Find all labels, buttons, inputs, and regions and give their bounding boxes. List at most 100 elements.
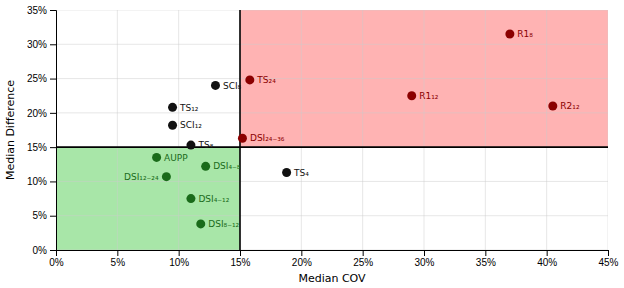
grid-line-x <box>546 10 547 250</box>
y-axis-line <box>50 11 57 251</box>
point <box>211 81 220 90</box>
y-tick: 10% <box>27 176 56 187</box>
point <box>196 219 205 228</box>
point-label: TS₂₄ <box>256 75 276 85</box>
x-tick-mark <box>301 250 302 256</box>
grid-line-y <box>56 215 608 216</box>
point-label: DSI₁₂₋₂₄ <box>124 172 159 182</box>
threshold-x <box>239 10 241 250</box>
points <box>152 30 557 229</box>
grid-line-x <box>178 10 179 250</box>
x-axis-title: Median COV <box>298 272 366 285</box>
y-tick-label: 5% <box>33 210 48 221</box>
grid-line-x <box>424 10 425 250</box>
point-label: SCI₈ <box>223 81 242 91</box>
x-tick-mark <box>485 250 486 256</box>
y-tick: 15% <box>27 142 56 153</box>
point-label: DSI₈₋₁₂ <box>208 219 239 229</box>
point <box>186 141 195 150</box>
chart: 0% 5% 10% 15% 20% 25% 30% 35% 40% 45% 0% 5% 10% 15% 20… <box>0 0 624 288</box>
y-tick-mark <box>50 10 56 11</box>
point-label: DSI₂₄₋₃₆ <box>250 133 285 143</box>
y-tick: 0% <box>33 245 56 256</box>
grid-line-x <box>117 10 118 250</box>
point-label: SCI₁₂ <box>180 120 202 130</box>
x-tick: 45% <box>598 250 618 268</box>
y-tick-label: 15% <box>27 142 47 153</box>
x-axis-line <box>57 251 609 257</box>
x-tick: 10% <box>169 250 189 268</box>
x-tick-label: 30% <box>414 257 434 268</box>
quadrant-low <box>56 147 240 250</box>
point-label: TS₄ <box>293 168 309 178</box>
point-label: R1₈ <box>517 29 533 39</box>
point-labels: SCI₈ SCI₁₂ TS₁₂ TS₈ DSI₄₋₈ DSI₄₋₁₂ DSI₈₋₁₂ DSI₁… <box>124 29 580 229</box>
point <box>238 134 247 143</box>
grid-line-y <box>56 147 608 148</box>
x-tick-mark <box>547 250 548 256</box>
y-tick: 5% <box>33 210 56 221</box>
point-label: DSI₄₋₈ <box>213 161 241 171</box>
plot-area <box>56 10 608 250</box>
point <box>201 162 210 171</box>
y-tick-label: 20% <box>27 108 47 119</box>
y-tick-label: 25% <box>27 73 47 84</box>
x-axis: 0% 5% 10% 15% 20% 25% 30% 35% 40% 45% <box>49 250 618 268</box>
grid-line-y <box>56 10 608 11</box>
grid-line-x <box>485 10 486 250</box>
grid-line-x <box>240 10 241 250</box>
x-tick: 35% <box>476 250 496 268</box>
x-tick: 30% <box>414 250 434 268</box>
y-tick-mark <box>50 113 56 114</box>
x-tick-label: 20% <box>292 257 312 268</box>
y-tick-mark <box>50 250 56 251</box>
grid-line-y <box>56 250 608 251</box>
point <box>168 121 177 130</box>
x-tick-label: 10% <box>169 257 189 268</box>
grid-line-x <box>362 10 363 250</box>
point <box>505 30 514 39</box>
point-label: R1₁₂ <box>419 91 439 101</box>
x-tick-label: 35% <box>476 257 496 268</box>
point <box>152 153 161 162</box>
threshold-y <box>56 146 608 148</box>
point-label: TS₁₂ <box>179 103 199 113</box>
x-tick-label: 45% <box>598 257 618 268</box>
point <box>186 194 195 203</box>
x-tick-mark <box>179 250 180 256</box>
y-tick-mark <box>50 216 56 217</box>
grid <box>56 10 608 250</box>
x-tick: 40% <box>537 250 557 268</box>
x-tick: 25% <box>353 250 373 268</box>
y-tick-label: 0% <box>33 245 48 256</box>
x-tick: 15% <box>230 250 250 268</box>
point <box>407 91 416 100</box>
grid-line-x <box>608 10 609 250</box>
x-tick-label: 0% <box>49 257 64 268</box>
grid-line-y <box>56 78 608 79</box>
point-label: AUPP <box>164 153 188 163</box>
x-tick-mark <box>424 250 425 256</box>
point <box>168 103 177 112</box>
point-label: DSI₄₋₁₂ <box>198 194 229 204</box>
point <box>245 75 254 84</box>
x-tick: 0% <box>49 250 64 268</box>
y-tick: 35% <box>27 5 56 16</box>
y-tick: 25% <box>27 73 56 84</box>
grid-line-y <box>56 112 608 113</box>
point <box>548 102 557 111</box>
point <box>282 168 291 177</box>
point-label: TS₈ <box>197 140 213 150</box>
x-tick-label: 25% <box>353 257 373 268</box>
point <box>162 172 171 181</box>
y-tick-label: 10% <box>27 176 47 187</box>
y-tick-label: 30% <box>27 39 47 50</box>
grid-line-y <box>56 44 608 45</box>
y-axis: 0% 5% 10% 15% 20% 25% 30% 35% <box>27 5 57 256</box>
y-tick-mark <box>50 79 56 80</box>
y-tick: 20% <box>27 108 56 119</box>
x-tick-label: 40% <box>537 257 557 268</box>
x-tick-label: 5% <box>111 257 126 268</box>
x-tick-mark <box>117 250 118 256</box>
y-tick-label: 35% <box>27 5 47 16</box>
